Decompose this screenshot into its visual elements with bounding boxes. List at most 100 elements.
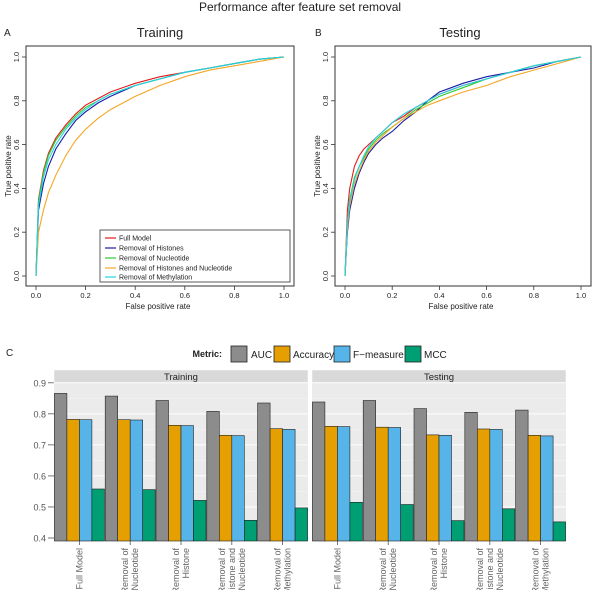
bar-category-label: Nucleotide bbox=[495, 548, 505, 590]
bar-testing-removal-of-histone-and-nucleotide-accuracy bbox=[476, 428, 491, 542]
roc-testing-title: Testing bbox=[439, 25, 480, 40]
bar-training-removal-of-histone-mcc bbox=[193, 500, 207, 542]
bar-legend-swatch-f-measure bbox=[333, 345, 351, 363]
roc-legend-box bbox=[99, 229, 291, 283]
bar-training-full-model-f-measure bbox=[79, 419, 93, 542]
bar-testing-removal-of-nucleotide-accuracy bbox=[375, 426, 389, 542]
bar-training-removal-of-histone-and-nucleotide-accuracy bbox=[219, 434, 233, 542]
bar-training-removal-of-histone-and-nucleotide-auc bbox=[206, 411, 220, 542]
roc-testing-ylabel: True positive rate bbox=[313, 135, 322, 197]
bar-ytick-label: 0.8 bbox=[33, 409, 46, 419]
roc-training-ytick-label: 0.6 bbox=[12, 139, 21, 149]
facet-strip-label: Testing bbox=[424, 372, 454, 383]
roc-training-ytick-label: 0.0 bbox=[12, 271, 21, 281]
roc-training-line-removal-of-histones-and-nucleotide bbox=[35, 56, 285, 277]
bar-testing-removal-of-nucleotide-auc bbox=[362, 400, 377, 542]
bar-training-removal-of-histone-auc bbox=[155, 400, 169, 542]
bar-ytick-label: 0.9 bbox=[33, 378, 46, 388]
roc-training-axes: 0.0 0.0 0.2 0.2 0.4 0.4 0.6 0.6 0.8 0.8 1.0 1.0 bbox=[12, 52, 289, 300]
roc-testing-xtick-label: 0.6 bbox=[481, 291, 491, 300]
figure-title: Performance after feature set removal bbox=[199, 0, 401, 14]
bar-testing-removal-of-methylation-accuracy bbox=[527, 434, 541, 542]
bar-category-label: Removal of bbox=[531, 548, 541, 590]
panel-letter-b: B bbox=[315, 28, 322, 39]
bar-category-label: Nucleotide bbox=[237, 548, 247, 590]
bar-testing-full-model-mcc bbox=[349, 501, 363, 542]
bar-training-removal-of-methylation-accuracy bbox=[269, 428, 283, 542]
roc-training-ytick-label: 0.2 bbox=[12, 227, 21, 237]
legend-label-removal-histones-nucleotide: Removal of Histones and Nucleotide bbox=[119, 266, 232, 273]
roc-testing-ytick-label: 0.2 bbox=[321, 227, 330, 237]
roc-training-xtick-label: 0.8 bbox=[229, 291, 239, 300]
bar-category-label: Full Model bbox=[332, 548, 342, 590]
bar-training-removal-of-methylation-auc bbox=[257, 402, 271, 542]
bar-category-label: Removal of bbox=[217, 548, 227, 590]
legend-label-removal-histones: Removal of Histones bbox=[119, 246, 184, 253]
bar-training-removal-of-nucleotide-f-measure bbox=[129, 419, 143, 542]
roc-training-ylabel: True positive rate bbox=[4, 135, 13, 197]
bar-training-removal-of-histone-and-nucleotide-mcc bbox=[244, 519, 258, 542]
bar-category-label: Removal of bbox=[429, 548, 439, 590]
roc-testing-xtick-label: 0.2 bbox=[387, 291, 397, 300]
bar-category-label: Histone and bbox=[227, 548, 237, 590]
bar-legend-title: Metric: bbox=[192, 349, 222, 359]
panel-letter-a: A bbox=[4, 28, 11, 39]
roc-testing-xtick-label: 0.4 bbox=[434, 291, 444, 300]
bar-category-label: Methylation bbox=[283, 548, 293, 590]
legend-label-removal-methylation: Removal of Methylation bbox=[119, 275, 192, 282]
legend-label-removal-nucleotide: Removal of Nucleotide bbox=[119, 256, 190, 263]
bar-training-removal-of-methylation-mcc bbox=[294, 507, 308, 542]
bar-ytick-label: 0.7 bbox=[33, 440, 46, 450]
roc-testing-series bbox=[344, 56, 582, 277]
bar-testing-removal-of-methylation-mcc bbox=[552, 521, 566, 542]
roc-testing-xtick-label: 0.8 bbox=[529, 291, 539, 300]
bar-category-label: Histone bbox=[181, 548, 191, 579]
bar-testing-removal-of-histone-and-nucleotide-f-measure bbox=[489, 429, 503, 542]
bar-training-removal-of-nucleotide-auc bbox=[104, 395, 118, 542]
roc-testing-line-removal-of-histones bbox=[344, 56, 582, 277]
bar-ytick-label: 0.5 bbox=[33, 502, 46, 512]
bar-training-full-model-auc bbox=[54, 393, 68, 542]
bar-training-removal-of-histone-accuracy bbox=[168, 424, 182, 542]
bar-legend-label-auc: AUC bbox=[251, 350, 272, 361]
bar-legend-label-accuracy: Accuracy bbox=[293, 350, 334, 361]
bar-chart: 0.4 0.5 0.6 0.7 0.8 0.9 Training Full Model Remo… bbox=[33, 369, 567, 590]
bar-legend: Metric: AUC Accuracy F−measure MCC bbox=[192, 345, 447, 363]
roc-training-frame bbox=[25, 45, 295, 287]
legend-label-full-model: Full Model bbox=[119, 236, 152, 243]
bar-training-removal-of-histone-and-nucleotide-f-measure bbox=[231, 435, 245, 542]
bar-testing-removal-of-histone-auc bbox=[413, 408, 427, 542]
roc-testing-ytick-label: 0.8 bbox=[321, 96, 330, 106]
roc-training-xtick-label: 0.0 bbox=[31, 291, 41, 300]
bar-training-removal-of-nucleotide-accuracy bbox=[117, 419, 131, 542]
roc-testing-ytick-label: 0.6 bbox=[321, 139, 330, 149]
bar-training-removal-of-histone-f-measure bbox=[180, 425, 194, 542]
bar-legend-swatch-mcc bbox=[404, 345, 422, 363]
bar-legend-swatch-auc bbox=[230, 345, 248, 363]
bar-training-full-model-mcc bbox=[91, 488, 105, 542]
roc-training-series bbox=[35, 56, 285, 277]
bar-testing-removal-of-nucleotide-f-measure bbox=[387, 427, 402, 542]
bar-category-label: Removal of bbox=[120, 548, 130, 590]
bar-category-label: Histone and bbox=[485, 548, 495, 590]
bar-category-label: Removal of bbox=[273, 548, 283, 590]
bar-training-removal-of-methylation-f-measure bbox=[282, 429, 296, 542]
roc-training-xtick-label: 0.6 bbox=[180, 291, 190, 300]
bar-testing-full-model-f-measure bbox=[337, 426, 351, 542]
roc-testing-ytick-label: 1.0 bbox=[321, 52, 330, 62]
roc-training-ytick-label: 1.0 bbox=[12, 52, 21, 62]
bar-legend-swatch-accuracy bbox=[273, 345, 291, 363]
roc-testing-xlabel: False positive rate bbox=[429, 302, 494, 311]
bar-legend-label-f-measure: F−measure bbox=[353, 350, 404, 361]
bar-training-removal-of-nucleotide-mcc bbox=[142, 489, 156, 542]
roc-training-title: Training bbox=[137, 25, 183, 40]
roc-training-ytick-label: 0.4 bbox=[12, 183, 21, 193]
roc-training-xtick-label: 1.0 bbox=[279, 291, 289, 300]
bar-testing-full-model-auc bbox=[312, 401, 326, 542]
bar-testing-removal-of-methylation-auc bbox=[515, 409, 529, 542]
facet-strip-label: Training bbox=[164, 372, 198, 383]
roc-testing-xtick-label: 0.0 bbox=[340, 291, 350, 300]
roc-testing-frame bbox=[334, 45, 592, 287]
